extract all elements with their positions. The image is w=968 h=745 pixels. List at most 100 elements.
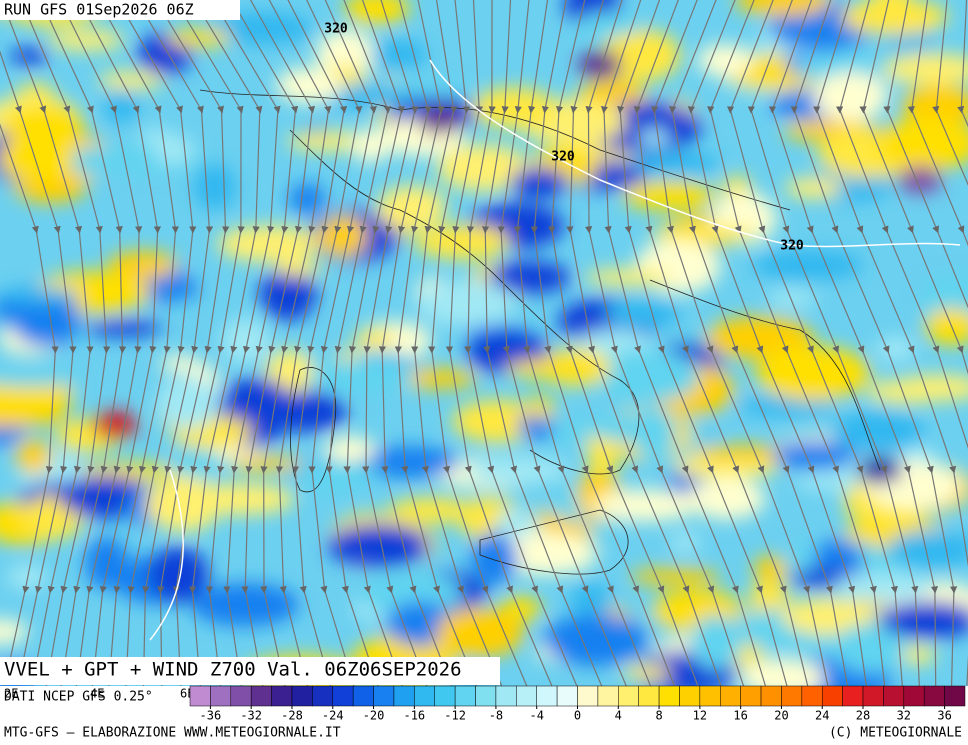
data-source: DATI NCEP GFS 0.25° [4,690,153,705]
field-patch [9,47,49,65]
field-patch [166,28,232,48]
field-patch [575,11,644,37]
field-patch [275,67,342,104]
colorbar-swatch [291,685,313,707]
colorbar-swatch [312,685,334,707]
field-patch [86,320,163,337]
colorbar-swatch [352,685,374,707]
map-title: VVEL + GPT + WIND Z700 Val. 06Z06SEP2026 [4,659,462,681]
colorbar-swatch [250,685,272,707]
lon-label: 2E [4,687,18,701]
field-patch [834,571,932,601]
colorbar-swatch [883,685,905,707]
field-patch [298,460,367,496]
field-patch [753,555,788,582]
header-box [0,0,240,20]
colorbar-swatch [332,685,354,707]
field-patch [436,607,525,658]
field-patch [739,658,825,686]
field-patch [351,128,391,163]
field-patch [578,51,622,79]
field-patch [669,532,701,553]
colorbar-swatch [210,685,232,707]
colorbar-swatch [760,685,782,707]
field-patch [153,135,195,166]
field-patch [833,623,905,674]
field-patch [689,615,742,670]
footer-right: (C) METEOGIORNALE [829,726,962,741]
colorbar-swatch [536,685,558,707]
field-patch [875,336,917,362]
field-patch [169,445,222,481]
colorbar-swatch [862,685,884,707]
colorbar-tick-label: -8 [489,709,503,723]
field-patch [220,317,271,364]
field-patch [0,619,29,644]
field-patch [414,224,510,260]
colorbar-swatch [699,685,721,707]
colorbar-swatch [271,685,293,707]
colorbar-swatch [781,685,803,707]
colorbar-tick-label: 20 [774,709,788,723]
field-patch [884,29,937,52]
field-patch [97,71,165,90]
colorbar-swatch [842,685,864,707]
colorbar-swatch [679,685,701,707]
colorbar-swatch [801,685,823,707]
colorbar-swatch [475,685,497,707]
colorbar-tick-label: -36 [200,709,222,723]
field-patch [605,298,681,329]
colorbar-tick-label: 24 [815,709,829,723]
field-patch [418,106,462,134]
colorbar-swatch [434,685,456,707]
field-patch [543,614,649,666]
colorbar-swatch [454,685,476,707]
colorbar-swatch [393,685,415,707]
field-patch [0,287,80,304]
field-patch [697,44,754,77]
field-patch [622,181,717,211]
colorbar-tick-label: -32 [240,709,262,723]
colorbar-swatch [944,685,966,707]
colorbar-swatch [821,685,843,707]
colorbar-swatch [189,685,211,707]
colorbar-swatch [230,685,252,707]
colorbar-swatch [658,685,680,707]
colorbar-swatch [597,685,619,707]
field-patch [879,601,968,638]
field-patch [781,597,877,636]
colorbar-swatch [414,685,435,707]
field-patch [784,177,843,199]
field-patch [354,329,396,349]
field-patch [370,39,428,70]
colorbar-swatch [373,685,395,707]
colorbar-tick-label: 32 [897,709,911,723]
colorbar-tick-label: 12 [693,709,707,723]
field-patch [104,88,139,124]
field-patch [771,441,857,470]
field-patch [15,438,52,474]
colorbar-tick-label: -16 [403,709,425,723]
colorbar-tick-label: -28 [281,709,303,723]
colorbar-swatch [618,685,639,707]
field-patch [191,583,300,627]
colorbar-tick-label: -24 [322,709,344,723]
field-patch [586,413,671,442]
colorbar-tick-label: -4 [529,709,543,723]
lon-label: 4E [90,687,104,701]
field-patch [813,71,888,122]
colorbar-tick-label: 28 [856,709,870,723]
colorbar-swatch [740,685,762,707]
field-patch [288,183,326,215]
colorbar-swatch [720,685,741,707]
colorbar-swatch [903,685,925,707]
geopotential-contour [149,469,184,641]
field-patch [768,288,818,308]
colorbar-tick-label: 4 [615,709,622,723]
field-patch [840,0,949,35]
field-patch [471,532,518,585]
field-patch [93,411,137,439]
title-box [0,657,500,685]
geopotential-contour [429,59,961,248]
